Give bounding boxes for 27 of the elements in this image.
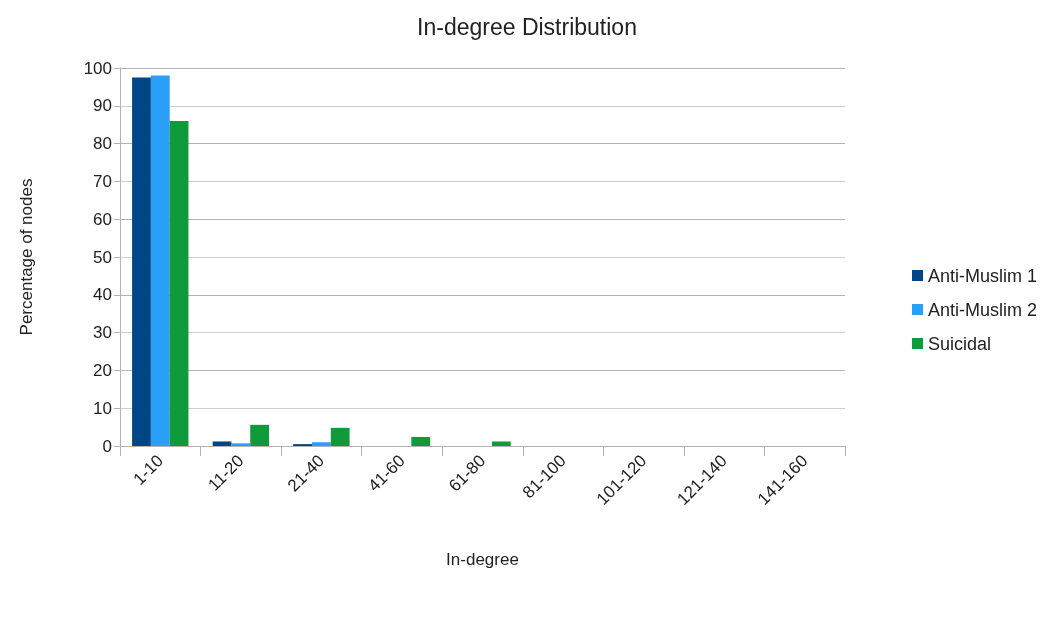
legend-label: Anti-Muslim 1 — [927, 265, 1038, 286]
y-tick-label: 50 — [93, 247, 112, 267]
bar — [132, 77, 151, 446]
legend-label: Anti-Muslim 2 — [927, 299, 1038, 320]
bar — [491, 441, 511, 446]
y-tick-label: 20 — [93, 360, 112, 380]
x-axis-title: In-degree — [446, 550, 519, 569]
legend-label: Suicidal — [927, 333, 992, 354]
y-tick-label: 70 — [93, 171, 112, 191]
y-tick-label: 10 — [93, 398, 112, 418]
y-tick-label: 60 — [93, 209, 112, 229]
y-tick-label: 40 — [93, 285, 112, 305]
chart-title: In-degree Distribution — [417, 13, 637, 40]
bar — [250, 424, 270, 446]
bar — [150, 75, 170, 446]
y-tick-label: 100 — [83, 58, 112, 78]
bar — [231, 443, 251, 446]
bar — [212, 441, 232, 446]
bar — [411, 436, 431, 446]
y-tick-label: 90 — [93, 96, 112, 116]
bar — [169, 120, 189, 446]
bar — [311, 442, 331, 446]
y-axis-title: Percentage of nodes — [17, 178, 36, 336]
y-tick-label: 0 — [102, 436, 112, 456]
y-tick-label: 80 — [93, 134, 112, 154]
bar — [330, 427, 350, 446]
y-tick-label: 30 — [93, 323, 112, 343]
